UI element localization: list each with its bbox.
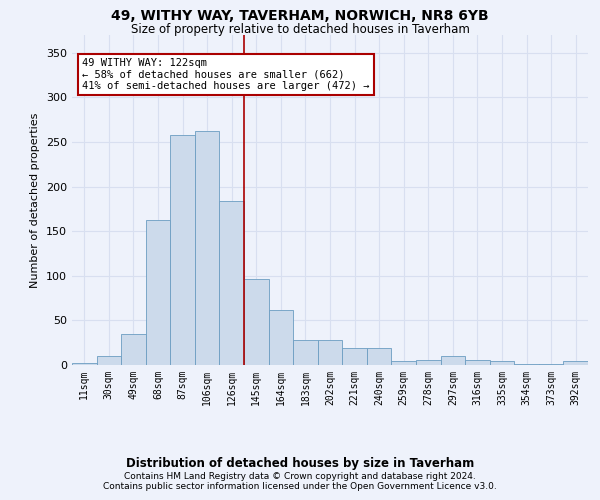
- Text: 49 WITHY WAY: 122sqm
← 58% of detached houses are smaller (662)
41% of semi-deta: 49 WITHY WAY: 122sqm ← 58% of detached h…: [82, 58, 370, 92]
- Text: Distribution of detached houses by size in Taverham: Distribution of detached houses by size …: [126, 458, 474, 470]
- Bar: [220, 201, 244, 365]
- Bar: [146, 220, 170, 365]
- Bar: [440, 356, 465, 365]
- Bar: [514, 364, 539, 365]
- Bar: [170, 135, 195, 365]
- Bar: [97, 356, 121, 365]
- Bar: [465, 360, 490, 365]
- Bar: [244, 280, 269, 365]
- Bar: [490, 362, 514, 365]
- Bar: [416, 360, 440, 365]
- Bar: [269, 310, 293, 365]
- Bar: [72, 363, 97, 365]
- Bar: [293, 340, 318, 365]
- Bar: [195, 132, 220, 365]
- Bar: [121, 334, 146, 365]
- Bar: [367, 348, 391, 365]
- Text: 49, WITHY WAY, TAVERHAM, NORWICH, NR8 6YB: 49, WITHY WAY, TAVERHAM, NORWICH, NR8 6Y…: [111, 9, 489, 23]
- Text: Size of property relative to detached houses in Taverham: Size of property relative to detached ho…: [131, 22, 469, 36]
- Bar: [391, 360, 416, 365]
- Bar: [318, 340, 342, 365]
- Bar: [563, 362, 588, 365]
- Bar: [342, 348, 367, 365]
- Y-axis label: Number of detached properties: Number of detached properties: [31, 112, 40, 288]
- Text: Contains HM Land Registry data © Crown copyright and database right 2024.: Contains HM Land Registry data © Crown c…: [124, 472, 476, 481]
- Text: Contains public sector information licensed under the Open Government Licence v3: Contains public sector information licen…: [103, 482, 497, 491]
- Bar: [539, 364, 563, 365]
